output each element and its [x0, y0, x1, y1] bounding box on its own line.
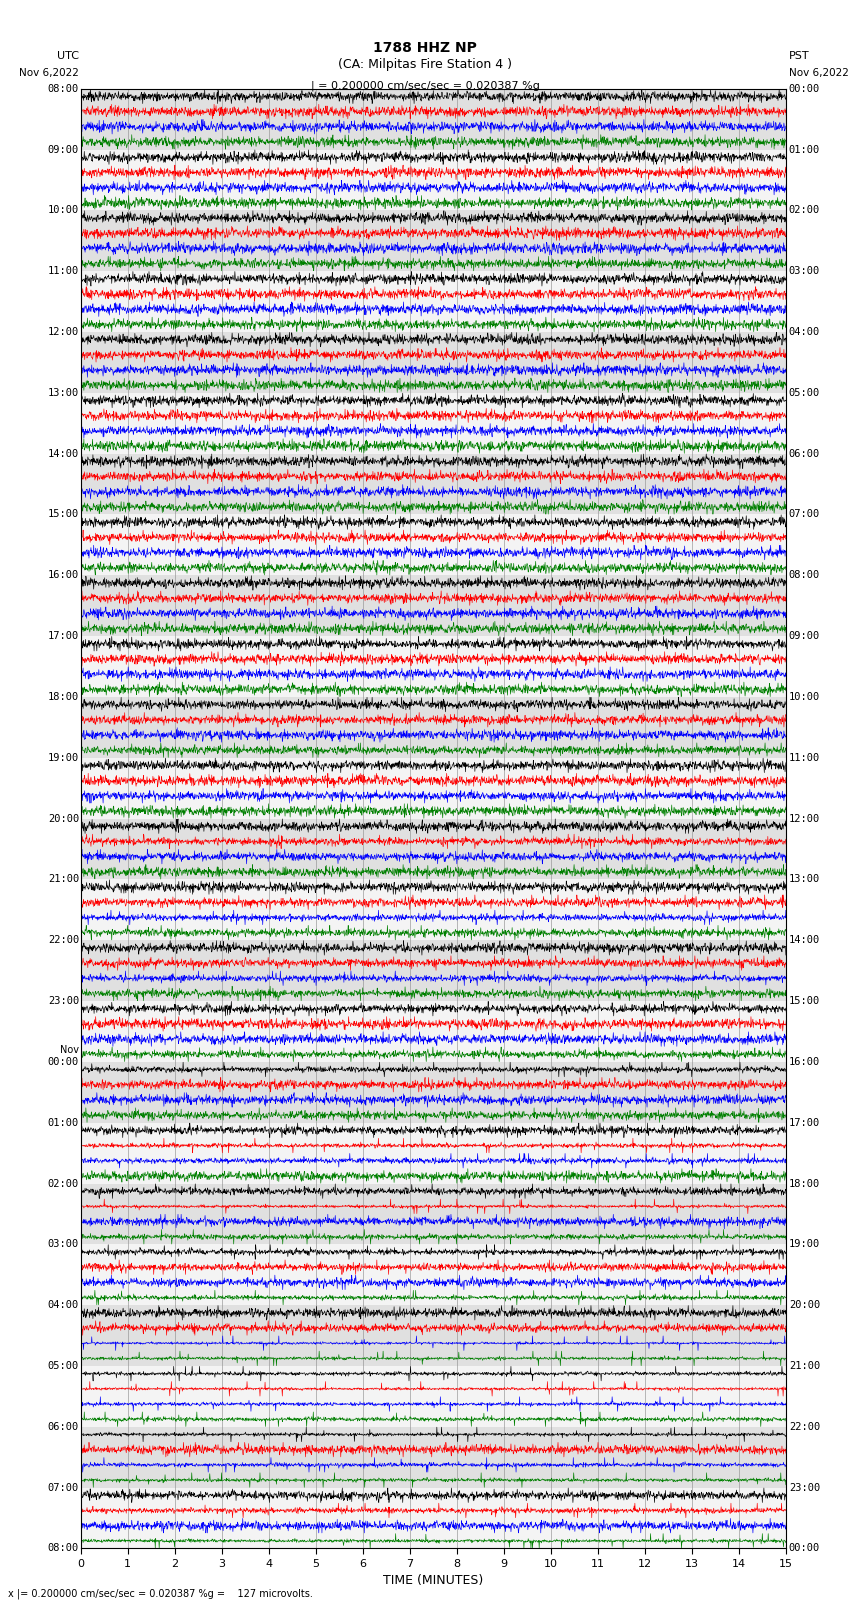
Text: 10:00: 10:00 — [789, 692, 820, 702]
Text: 16:00: 16:00 — [789, 1057, 820, 1066]
Text: 20:00: 20:00 — [789, 1300, 820, 1310]
Text: 22:00: 22:00 — [789, 1421, 820, 1432]
Bar — [81, 1428, 786, 1487]
Text: 07:00: 07:00 — [789, 510, 820, 519]
Bar — [81, 819, 786, 879]
Text: 04:00: 04:00 — [48, 1300, 79, 1310]
Text: 14:00: 14:00 — [48, 448, 79, 458]
Bar — [81, 210, 786, 271]
Bar — [81, 332, 786, 394]
Text: (CA: Milpitas Fire Station 4 ): (CA: Milpitas Fire Station 4 ) — [338, 58, 512, 71]
Text: 09:00: 09:00 — [48, 145, 79, 155]
Text: 21:00: 21:00 — [789, 1361, 820, 1371]
Text: 01:00: 01:00 — [48, 1118, 79, 1127]
Text: 09:00: 09:00 — [789, 631, 820, 640]
Text: PST: PST — [789, 52, 809, 61]
Text: 20:00: 20:00 — [48, 813, 79, 824]
Text: 01:00: 01:00 — [789, 145, 820, 155]
Text: 05:00: 05:00 — [48, 1361, 79, 1371]
Text: 08:00: 08:00 — [789, 571, 820, 581]
Text: 21:00: 21:00 — [48, 874, 79, 884]
Text: 08:00: 08:00 — [48, 1544, 79, 1553]
Text: 05:00: 05:00 — [789, 387, 820, 398]
Text: 12:00: 12:00 — [48, 327, 79, 337]
Text: 17:00: 17:00 — [789, 1118, 820, 1127]
Bar — [81, 940, 786, 1002]
Bar — [81, 1123, 786, 1184]
Text: 18:00: 18:00 — [789, 1179, 820, 1189]
Text: 18:00: 18:00 — [48, 692, 79, 702]
Bar — [81, 1487, 786, 1548]
Text: 00:00: 00:00 — [789, 84, 820, 94]
Bar — [81, 636, 786, 697]
Text: 02:00: 02:00 — [48, 1179, 79, 1189]
Text: 13:00: 13:00 — [48, 387, 79, 398]
Text: 19:00: 19:00 — [48, 753, 79, 763]
Text: 02:00: 02:00 — [789, 205, 820, 216]
Text: Nov 6,2022: Nov 6,2022 — [789, 68, 848, 77]
Bar — [81, 1061, 786, 1123]
Text: 08:00: 08:00 — [48, 84, 79, 94]
Text: 03:00: 03:00 — [789, 266, 820, 276]
Text: 15:00: 15:00 — [48, 510, 79, 519]
Bar — [81, 271, 786, 332]
Text: x |= 0.200000 cm/sec/sec = 0.020387 %g =    127 microvolts.: x |= 0.200000 cm/sec/sec = 0.020387 %g =… — [8, 1589, 314, 1598]
Bar — [81, 758, 786, 819]
Bar — [81, 515, 786, 576]
Text: 17:00: 17:00 — [48, 631, 79, 640]
Text: 00:00: 00:00 — [48, 1057, 79, 1066]
Text: 11:00: 11:00 — [789, 753, 820, 763]
Text: 00:00: 00:00 — [789, 1544, 820, 1553]
Bar — [81, 453, 786, 515]
Bar — [81, 394, 786, 453]
Text: Nov: Nov — [60, 1045, 79, 1055]
Text: 12:00: 12:00 — [789, 813, 820, 824]
Bar — [81, 576, 786, 636]
Text: 19:00: 19:00 — [789, 1239, 820, 1250]
Text: 22:00: 22:00 — [48, 936, 79, 945]
Text: 14:00: 14:00 — [789, 936, 820, 945]
Text: 1788 HHZ NP: 1788 HHZ NP — [373, 42, 477, 55]
Text: 16:00: 16:00 — [48, 571, 79, 581]
Bar — [81, 150, 786, 210]
Text: 23:00: 23:00 — [48, 997, 79, 1007]
Bar — [81, 89, 786, 150]
Bar — [81, 1366, 786, 1428]
Bar — [81, 1305, 786, 1366]
Text: 13:00: 13:00 — [789, 874, 820, 884]
Text: Nov 6,2022: Nov 6,2022 — [20, 68, 79, 77]
Bar — [81, 1002, 786, 1061]
Text: 23:00: 23:00 — [789, 1482, 820, 1492]
Text: 15:00: 15:00 — [789, 997, 820, 1007]
Bar — [81, 1244, 786, 1305]
Text: 11:00: 11:00 — [48, 266, 79, 276]
Text: 06:00: 06:00 — [48, 1421, 79, 1432]
Text: 04:00: 04:00 — [789, 327, 820, 337]
Text: 07:00: 07:00 — [48, 1482, 79, 1492]
Bar — [81, 697, 786, 758]
Text: | = 0.200000 cm/sec/sec = 0.020387 %g: | = 0.200000 cm/sec/sec = 0.020387 %g — [310, 81, 540, 92]
Text: UTC: UTC — [57, 52, 79, 61]
Bar — [81, 879, 786, 940]
Text: 06:00: 06:00 — [789, 448, 820, 458]
X-axis label: TIME (MINUTES): TIME (MINUTES) — [383, 1574, 484, 1587]
Text: 03:00: 03:00 — [48, 1239, 79, 1250]
Text: 10:00: 10:00 — [48, 205, 79, 216]
Bar — [81, 1184, 786, 1244]
